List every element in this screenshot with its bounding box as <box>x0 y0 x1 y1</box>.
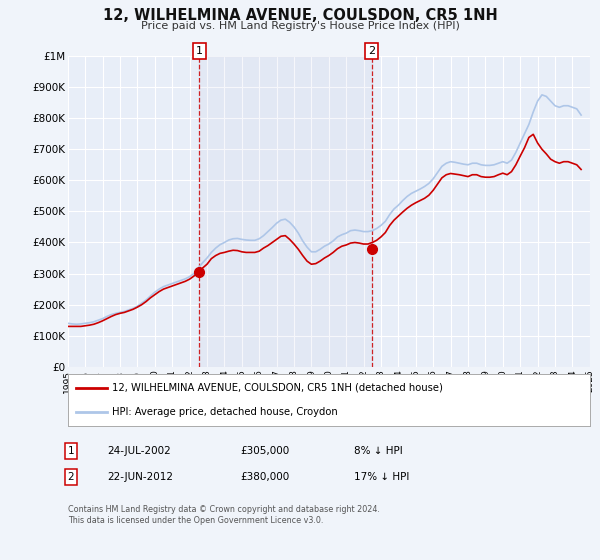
Text: Price paid vs. HM Land Registry's House Price Index (HPI): Price paid vs. HM Land Registry's House … <box>140 21 460 31</box>
Text: Contains HM Land Registry data © Crown copyright and database right 2024.
This d: Contains HM Land Registry data © Crown c… <box>68 505 380 525</box>
Text: 1: 1 <box>196 46 203 56</box>
Text: 8% ↓ HPI: 8% ↓ HPI <box>354 446 403 456</box>
Text: 12, WILHELMINA AVENUE, COULSDON, CR5 1NH: 12, WILHELMINA AVENUE, COULSDON, CR5 1NH <box>103 8 497 24</box>
Text: 2: 2 <box>368 46 376 56</box>
Text: 17% ↓ HPI: 17% ↓ HPI <box>354 472 409 482</box>
Text: HPI: Average price, detached house, Croydon: HPI: Average price, detached house, Croy… <box>112 407 338 417</box>
Text: £305,000: £305,000 <box>240 446 289 456</box>
Text: 12, WILHELMINA AVENUE, COULSDON, CR5 1NH (detached house): 12, WILHELMINA AVENUE, COULSDON, CR5 1NH… <box>112 383 443 393</box>
Text: 22-JUN-2012: 22-JUN-2012 <box>107 472 173 482</box>
Bar <box>199 56 372 367</box>
Text: 2: 2 <box>67 472 74 482</box>
Text: 24-JUL-2002: 24-JUL-2002 <box>107 446 170 456</box>
Text: £380,000: £380,000 <box>240 472 289 482</box>
Text: 1: 1 <box>67 446 74 456</box>
